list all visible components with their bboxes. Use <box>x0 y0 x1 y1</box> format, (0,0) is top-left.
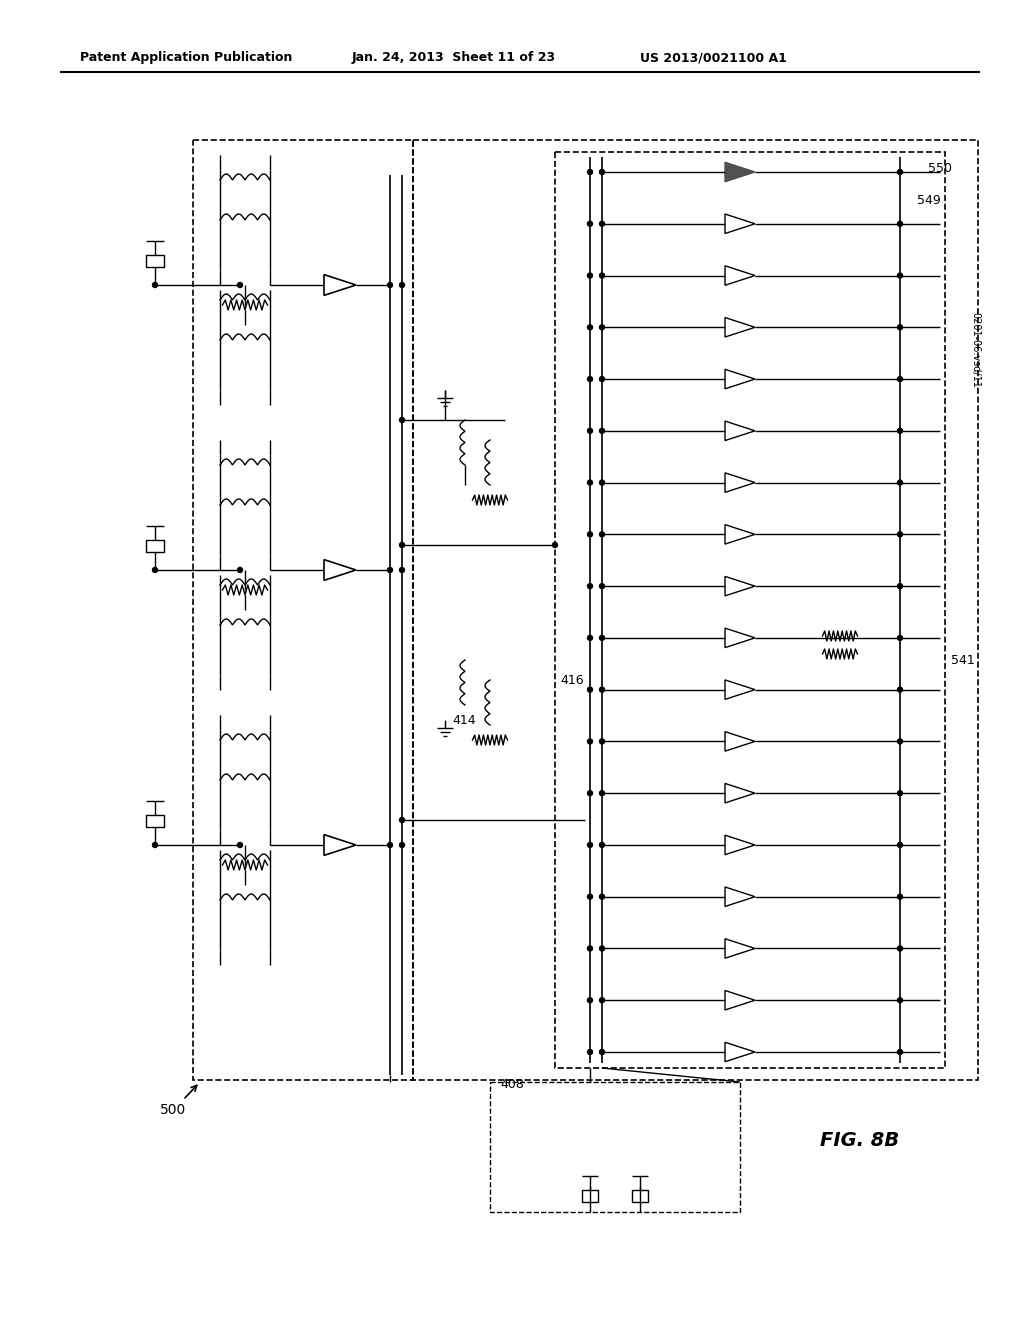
Circle shape <box>153 568 158 573</box>
Circle shape <box>588 842 593 847</box>
Circle shape <box>387 842 392 847</box>
Circle shape <box>897 325 902 330</box>
Circle shape <box>387 568 392 573</box>
Circle shape <box>599 325 604 330</box>
Text: 549: 549 <box>918 194 941 206</box>
Circle shape <box>897 583 902 589</box>
Text: 416: 416 <box>560 673 584 686</box>
Circle shape <box>399 817 404 822</box>
Text: Jan. 24, 2013  Sheet 11 of 23: Jan. 24, 2013 Sheet 11 of 23 <box>352 51 556 65</box>
Text: 541: 541 <box>951 653 975 667</box>
Circle shape <box>588 946 593 950</box>
Circle shape <box>897 480 902 484</box>
Circle shape <box>399 842 404 847</box>
Circle shape <box>399 568 404 573</box>
Circle shape <box>897 532 902 537</box>
Text: US 2013/0021100 A1: US 2013/0021100 A1 <box>640 51 786 65</box>
Bar <box>632 1191 648 1203</box>
Circle shape <box>897 739 902 744</box>
Bar <box>193 140 413 1080</box>
Circle shape <box>599 998 604 1003</box>
Circle shape <box>897 791 902 796</box>
Circle shape <box>588 325 593 330</box>
Circle shape <box>599 273 604 279</box>
Text: Patent Application Publication: Patent Application Publication <box>80 51 293 65</box>
Polygon shape <box>725 162 755 182</box>
Circle shape <box>897 946 902 950</box>
Circle shape <box>238 282 243 288</box>
Bar <box>582 1191 598 1203</box>
Circle shape <box>897 998 902 1003</box>
Circle shape <box>588 1049 593 1055</box>
Circle shape <box>588 635 593 640</box>
Circle shape <box>599 842 604 847</box>
Text: 0201-06.vsd/11: 0201-06.vsd/11 <box>970 312 980 388</box>
Circle shape <box>599 222 604 226</box>
Circle shape <box>238 842 243 847</box>
Circle shape <box>588 688 593 692</box>
Circle shape <box>599 791 604 796</box>
Circle shape <box>897 273 902 279</box>
Circle shape <box>599 635 604 640</box>
Text: 550: 550 <box>928 161 952 174</box>
Circle shape <box>588 791 593 796</box>
Circle shape <box>599 480 604 484</box>
Text: 500: 500 <box>160 1104 186 1117</box>
Bar <box>413 140 978 1080</box>
Circle shape <box>387 282 392 288</box>
Circle shape <box>588 739 593 744</box>
Circle shape <box>599 946 604 950</box>
Circle shape <box>399 417 404 422</box>
Circle shape <box>897 1049 902 1055</box>
Bar <box>555 152 945 1068</box>
Circle shape <box>588 169 593 174</box>
Circle shape <box>588 376 593 381</box>
Bar <box>146 814 164 828</box>
Circle shape <box>897 635 902 640</box>
Text: 414: 414 <box>452 714 475 726</box>
Text: 408: 408 <box>500 1078 524 1092</box>
Circle shape <box>599 583 604 589</box>
Circle shape <box>897 222 902 226</box>
Circle shape <box>238 568 243 573</box>
Circle shape <box>897 842 902 847</box>
Circle shape <box>553 543 557 548</box>
Circle shape <box>153 282 158 288</box>
Bar <box>490 1082 740 1212</box>
Circle shape <box>599 532 604 537</box>
Circle shape <box>599 428 604 433</box>
Circle shape <box>599 894 604 899</box>
Circle shape <box>897 169 902 174</box>
Circle shape <box>897 894 902 899</box>
Circle shape <box>599 739 604 744</box>
Circle shape <box>588 894 593 899</box>
Circle shape <box>399 543 404 548</box>
Circle shape <box>897 688 902 692</box>
Circle shape <box>588 998 593 1003</box>
Circle shape <box>897 428 902 433</box>
Circle shape <box>153 842 158 847</box>
Circle shape <box>599 169 604 174</box>
Circle shape <box>588 222 593 226</box>
Circle shape <box>588 273 593 279</box>
Circle shape <box>588 583 593 589</box>
Circle shape <box>399 282 404 288</box>
Circle shape <box>588 428 593 433</box>
Text: FIG. 8B: FIG. 8B <box>820 1130 899 1150</box>
Bar <box>146 255 164 267</box>
Circle shape <box>599 376 604 381</box>
Circle shape <box>588 532 593 537</box>
Circle shape <box>599 1049 604 1055</box>
Circle shape <box>588 480 593 484</box>
Bar <box>146 540 164 552</box>
Circle shape <box>897 376 902 381</box>
Circle shape <box>599 688 604 692</box>
